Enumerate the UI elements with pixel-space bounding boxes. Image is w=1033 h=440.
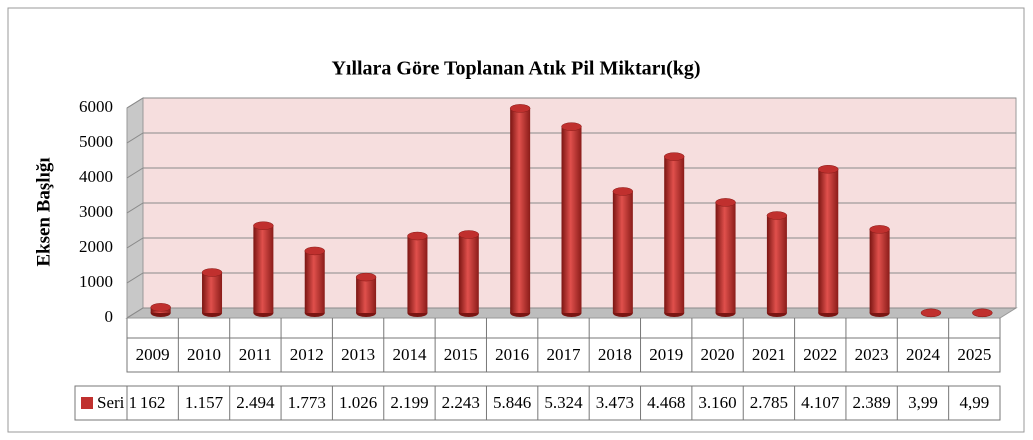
x-tick-label: 2017: [547, 345, 582, 364]
x-tick-label: 2020: [701, 345, 735, 364]
bar: [458, 234, 479, 313]
x-tick-label: 2010: [187, 345, 221, 364]
bar-top: [715, 198, 736, 207]
table-row: [126, 337, 1001, 373]
data-table-value: 5.324: [544, 393, 583, 412]
data-table-value: 2.243: [442, 393, 480, 412]
data-table-value: 2.199: [390, 393, 428, 412]
y-tick-label: 0: [105, 307, 114, 326]
y-tick-label: 2000: [79, 237, 113, 256]
bar-top: [663, 152, 685, 161]
bar-top: [509, 104, 531, 113]
bar-top: [355, 272, 377, 282]
bar: [561, 126, 582, 313]
data-table-value: 2.389: [852, 393, 890, 412]
legend-swatch: [81, 397, 93, 409]
chart-title: Yıllara Göre Toplanan Atık Pil Miktarı(k…: [331, 58, 700, 80]
bar-top: [920, 308, 942, 318]
plot: 0 1000 2000 3000 4000 5000 6000 Seri 1 162 1.157 2…: [74, 97, 1018, 421]
bar-top: [253, 221, 274, 230]
bar: [510, 108, 531, 313]
y-tick-label: 6000: [79, 97, 113, 116]
x-tick-label: 2019: [649, 345, 683, 364]
bar-top: [407, 231, 428, 241]
bar: [664, 156, 685, 313]
x-tick-label: 2022: [803, 345, 837, 364]
x-tick-label: 2023: [855, 345, 889, 364]
x-tick-label: 2018: [598, 345, 632, 364]
bar: [818, 169, 839, 313]
bar: [202, 272, 223, 313]
y-axis-title: Eksen Başlığı: [33, 157, 54, 266]
data-table-value: 4.107: [801, 393, 840, 412]
x-tick-label: 2009: [136, 345, 170, 364]
x-tick-label: 2013: [341, 345, 375, 364]
bar-top: [201, 268, 223, 277]
x-tick-label: 2011: [239, 345, 272, 364]
x-tick-label: 2021: [752, 345, 786, 364]
data-table-value: 3.160: [698, 393, 736, 412]
data-table-value: 4,99: [959, 393, 989, 412]
data-table-value: 1.026: [339, 393, 377, 412]
bar: [715, 202, 736, 313]
bar-top: [561, 122, 582, 131]
bar: [253, 225, 274, 313]
grid-line: [126, 167, 1016, 179]
bar-top: [869, 225, 890, 234]
grid-line: [126, 97, 1016, 109]
bar-top: [818, 165, 839, 174]
x-tick-label: 2012: [290, 345, 324, 364]
bar: [356, 277, 377, 313]
data-table-value: 5.846: [493, 393, 531, 412]
data-table-value: 1.157: [185, 393, 224, 412]
bar-top: [766, 211, 788, 220]
y-tick-label: 3000: [79, 202, 113, 221]
bar: [766, 215, 787, 313]
x-tick-label: 2016: [495, 345, 529, 364]
bar-top: [150, 303, 171, 312]
bar: [612, 191, 633, 313]
data-table-value: 4.468: [647, 393, 685, 412]
bar-top: [612, 187, 634, 196]
bar: [869, 229, 890, 313]
data-table-value: 1.773: [288, 393, 326, 412]
legend-label: Seri 1: [97, 393, 137, 412]
y-tick-label: 4000: [79, 167, 113, 186]
x-tick-label: 2025: [957, 345, 991, 364]
x-tick-label: 2015: [444, 345, 478, 364]
y-tick-label: 5000: [79, 132, 113, 151]
data-table-value: 2.785: [750, 393, 788, 412]
bar-top: [972, 308, 993, 318]
bar-top: [458, 230, 480, 239]
bar: [407, 236, 428, 313]
x-tick-label: 2014: [392, 345, 427, 364]
data-table-value: 162: [140, 393, 166, 412]
bar: [304, 250, 325, 313]
data-table-value: 3.473: [596, 393, 634, 412]
x-tick-label: 2024: [906, 345, 941, 364]
grid-line: [126, 132, 1016, 144]
data-table-value: 2.494: [236, 393, 275, 412]
y-tick-label: 1000: [79, 272, 113, 291]
bar-top: [304, 246, 325, 256]
data-table-value: 3,99: [908, 393, 938, 412]
